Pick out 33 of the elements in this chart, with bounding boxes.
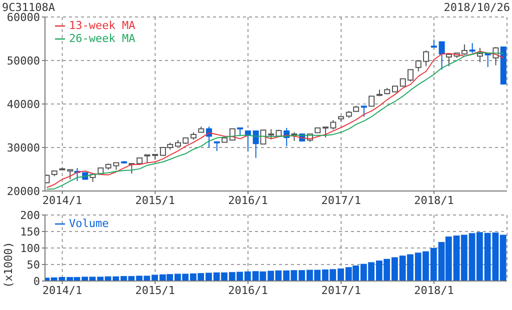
candlestick — [476, 47, 483, 63]
x-tick-label: 2017/1 — [321, 194, 362, 207]
legend-label: 13-week MA — [69, 19, 136, 32]
x-tick-label: 2016/1 — [228, 284, 268, 297]
x-tick-label: 2016/1 — [228, 194, 268, 207]
x-tick-label: 2017/1 — [321, 284, 362, 297]
candlestick — [252, 130, 259, 158]
candlestick — [438, 41, 445, 70]
x-tick-label: 2015/1 — [135, 284, 176, 297]
y-tick-label: 30000 — [6, 141, 40, 154]
candlestick — [67, 168, 74, 180]
y-tick-label: 100 — [20, 242, 40, 255]
x-tick-label: 2015/1 — [135, 194, 176, 207]
legend-label: 26-week MA — [69, 32, 136, 45]
candlestick — [214, 141, 220, 152]
x-tick-label: 2018/1 — [414, 194, 454, 207]
x-tick-label: 2018/1 — [414, 284, 454, 297]
y-tick-label: 50000 — [6, 54, 40, 68]
y-tick-label: 50 — [26, 258, 40, 272]
y-axis-title: (x1000) — [2, 242, 15, 288]
candlestick — [469, 42, 476, 54]
candlestick — [260, 129, 266, 145]
x-tick-label: 2014/1 — [42, 284, 82, 297]
y-tick-label: 20000 — [6, 184, 40, 198]
x-tick-label: 2014/1 — [42, 194, 82, 207]
candlestick — [446, 52, 452, 67]
y-tick-label: 40000 — [6, 98, 40, 111]
chart-subtitle: 2018/10/26 — [444, 1, 510, 14]
y-tick-label: 200 — [20, 208, 40, 222]
y-tick-label: 150 — [20, 225, 40, 238]
y-tick-label: 0 — [33, 274, 40, 288]
legend-label: Volume — [69, 217, 109, 230]
candlestick — [360, 106, 367, 118]
